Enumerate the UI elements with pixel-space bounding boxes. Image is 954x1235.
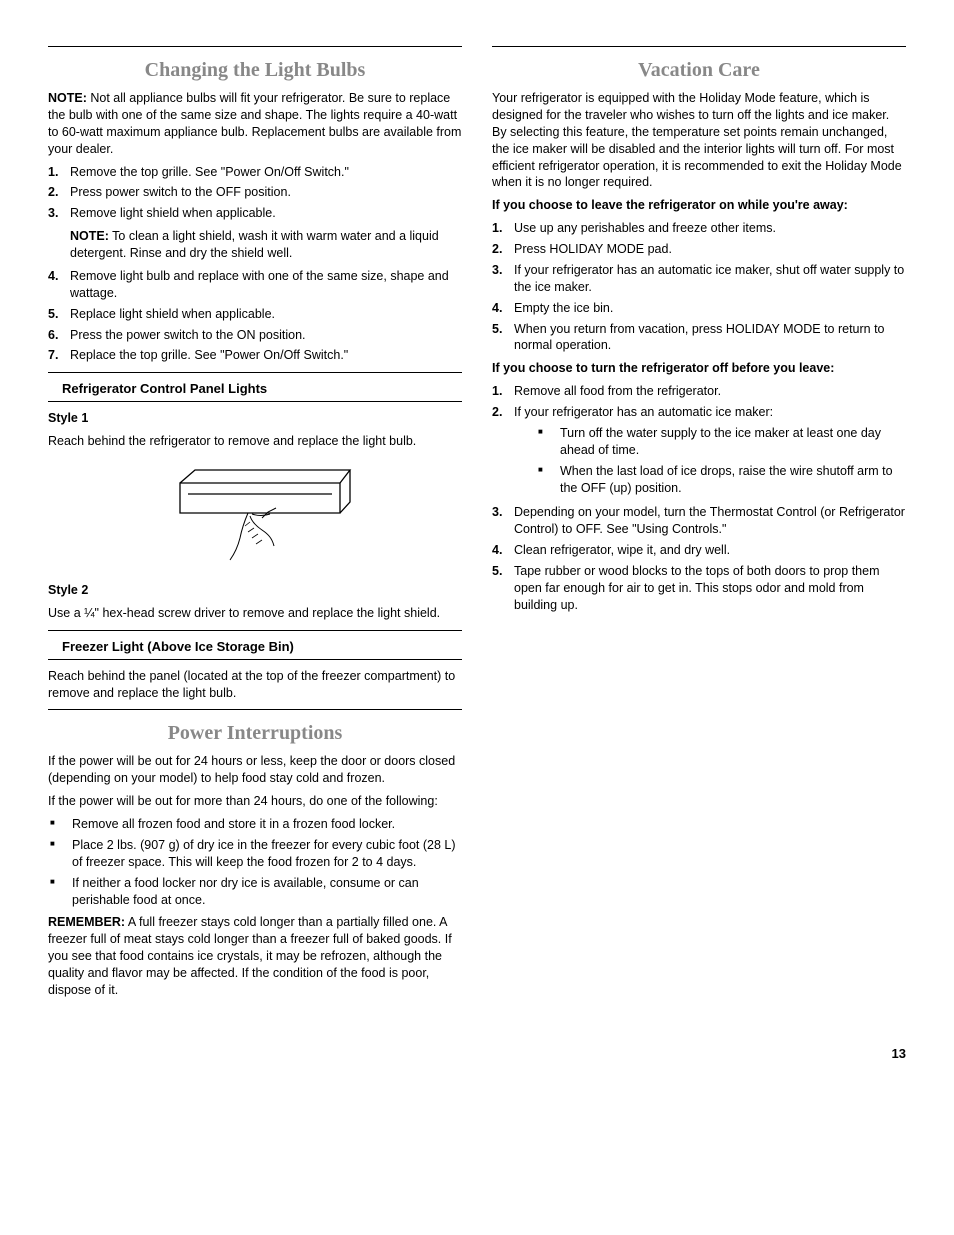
turn-off-heading: If you choose to turn the refrigerator o… — [492, 360, 906, 377]
step-text: Depending on your model, turn the Thermo… — [514, 504, 906, 538]
step-item: 2.Press power switch to the OFF position… — [48, 184, 462, 201]
note-label: NOTE: — [70, 229, 109, 243]
step-note: NOTE: To clean a light shield, wash it w… — [70, 228, 462, 262]
subheading-control-panel-lights: Refrigerator Control Panel Lights — [48, 377, 462, 402]
sub-bullet-item: When the last load of ice drops, raise t… — [536, 463, 906, 497]
sub-bullet-item: Turn off the water supply to the ice mak… — [536, 425, 906, 459]
rule — [48, 709, 462, 710]
rule — [48, 372, 462, 373]
step-text: If your refrigerator has an automatic ic… — [514, 405, 773, 419]
style2-heading: Style 2 — [48, 582, 462, 599]
step-text: Remove the top grille. See "Power On/Off… — [70, 164, 462, 181]
page-number: 13 — [48, 1005, 906, 1063]
diagram-refrigerator-panel — [48, 458, 462, 573]
step-item: 1.Remove the top grille. See "Power On/O… — [48, 164, 462, 181]
steps-list: 1.Remove the top grille. See "Power On/O… — [48, 164, 462, 223]
bullet-text: If neither a food locker nor dry ice is … — [72, 875, 462, 909]
step-item: 4.Clean refrigerator, wipe it, and dry w… — [492, 542, 906, 559]
bullet-text: Remove all frozen food and store it in a… — [72, 816, 395, 833]
freezer-light-text: Reach behind the panel (located at the t… — [48, 668, 462, 702]
bullet-text: When the last load of ice drops, raise t… — [560, 463, 906, 497]
heading-changing-bulbs: Changing the Light Bulbs — [48, 57, 462, 84]
note-label: NOTE: — [48, 91, 87, 105]
power-p1: If the power will be out for 24 hours or… — [48, 753, 462, 787]
step-text: Empty the ice bin. — [514, 300, 906, 317]
bullet-item: Remove all frozen food and store it in a… — [48, 816, 462, 833]
step-item: 1.Remove all food from the refrigerator. — [492, 383, 906, 400]
leave-on-heading: If you choose to leave the refrigerator … — [492, 197, 906, 214]
step-item: 4.Remove light bulb and replace with one… — [48, 268, 462, 302]
rule — [48, 630, 462, 631]
step-item: 5.When you return from vacation, press H… — [492, 321, 906, 355]
remember-label: REMEMBER: — [48, 915, 125, 929]
step-item: 3.Remove light shield when applicable. — [48, 205, 462, 222]
step-with-sublist: If your refrigerator has an automatic ic… — [514, 404, 906, 500]
sub-bullets: Turn off the water supply to the ice mak… — [536, 425, 906, 497]
step-item: 4.Empty the ice bin. — [492, 300, 906, 317]
rule — [492, 46, 906, 47]
step-item: 7.Replace the top grille. See "Power On/… — [48, 347, 462, 364]
steps-list-cont: 4.Remove light bulb and replace with one… — [48, 268, 462, 364]
leave-on-steps: 1.Use up any perishables and freeze othe… — [492, 220, 906, 354]
step-item: 5.Tape rubber or wood blocks to the tops… — [492, 563, 906, 614]
vacation-intro: Your refrigerator is equipped with the H… — [492, 90, 906, 191]
bullet-item: Place 2 lbs. (907 g) of dry ice in the f… — [48, 837, 462, 871]
step-text: Replace light shield when applicable. — [70, 306, 462, 323]
step-item: 3.Depending on your model, turn the Ther… — [492, 504, 906, 538]
step-text: Remove light bulb and replace with one o… — [70, 268, 462, 302]
step-text: When you return from vacation, press HOL… — [514, 321, 906, 355]
step-item: 2.Press HOLIDAY MODE pad. — [492, 241, 906, 258]
step-item: 3.If your refrigerator has an automatic … — [492, 262, 906, 296]
note-paragraph: NOTE: Not all appliance bulbs will fit y… — [48, 90, 462, 158]
style2-text: Use a ¼" hex-head screw driver to remove… — [48, 605, 462, 622]
power-bullets: Remove all frozen food and store it in a… — [48, 816, 462, 908]
style1-text: Reach behind the refrigerator to remove … — [48, 433, 462, 450]
bullet-text: Turn off the water supply to the ice mak… — [560, 425, 906, 459]
left-column: Changing the Light Bulbs NOTE: Not all a… — [48, 46, 462, 1005]
step-text: Tape rubber or wood blocks to the tops o… — [514, 563, 906, 614]
step-item: 6.Press the power switch to the ON posit… — [48, 327, 462, 344]
step-text: If your refrigerator has an automatic ic… — [514, 262, 906, 296]
two-column-layout: Changing the Light Bulbs NOTE: Not all a… — [48, 46, 906, 1005]
right-column: Vacation Care Your refrigerator is equip… — [492, 46, 906, 1005]
step-text: Press power switch to the OFF position. — [70, 184, 462, 201]
step-text: Clean refrigerator, wipe it, and dry wel… — [514, 542, 906, 559]
step-text: Use up any perishables and freeze other … — [514, 220, 906, 237]
note-text: Not all appliance bulbs will fit your re… — [48, 91, 461, 156]
step-text: Remove all food from the refrigerator. — [514, 383, 906, 400]
rule — [48, 46, 462, 47]
note-text: To clean a light shield, wash it with wa… — [70, 229, 439, 260]
step-text: Press the power switch to the ON positio… — [70, 327, 462, 344]
step-text: Remove light shield when applicable. — [70, 205, 462, 222]
style1-heading: Style 1 — [48, 410, 462, 427]
step-text: Press HOLIDAY MODE pad. — [514, 241, 906, 258]
heading-power-interruptions: Power Interruptions — [48, 720, 462, 747]
step-item: 5.Replace light shield when applicable. — [48, 306, 462, 323]
step-item: 2. If your refrigerator has an automatic… — [492, 404, 906, 500]
power-p2: If the power will be out for more than 2… — [48, 793, 462, 810]
step-text: Replace the top grille. See "Power On/Of… — [70, 347, 462, 364]
subheading-freezer-light: Freezer Light (Above Ice Storage Bin) — [48, 635, 462, 660]
turn-off-steps: 1.Remove all food from the refrigerator.… — [492, 383, 906, 614]
step-item: 1.Use up any perishables and freeze othe… — [492, 220, 906, 237]
bullet-text: Place 2 lbs. (907 g) of dry ice in the f… — [72, 837, 462, 871]
remember-paragraph: REMEMBER: A full freezer stays cold long… — [48, 914, 462, 998]
bullet-item: If neither a food locker nor dry ice is … — [48, 875, 462, 909]
heading-vacation-care: Vacation Care — [492, 57, 906, 84]
